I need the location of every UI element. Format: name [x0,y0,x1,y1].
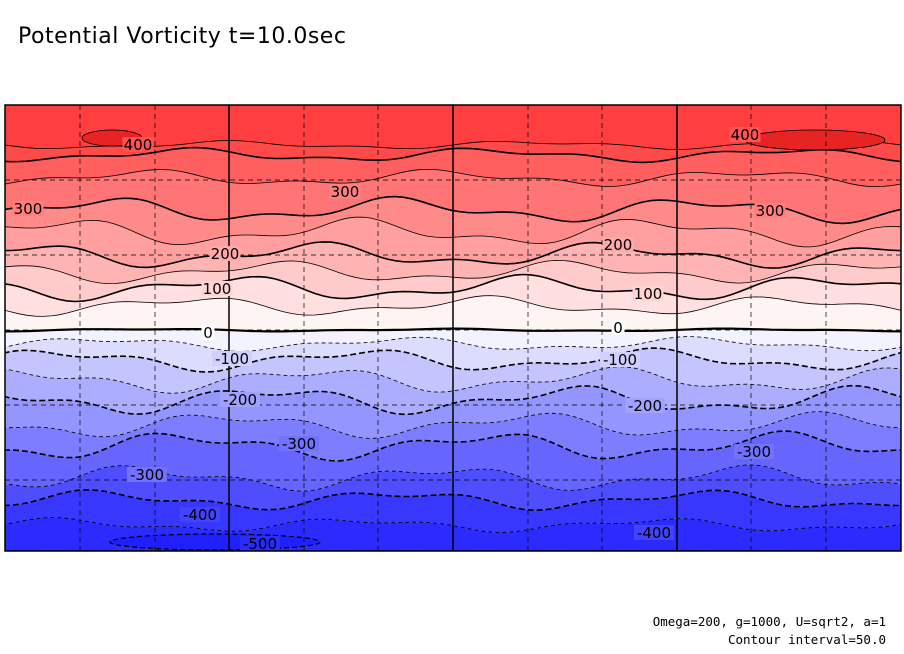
contour-label-bg [240,536,280,551]
contour-label-bg [632,286,664,301]
contour-label: -200 [628,397,662,415]
parameters-note: Omega=200, g=1000, U=sqrt2, a=1 [652,614,886,629]
contour-label-bg [734,444,774,459]
contour-line [5,241,901,269]
vorticity-maximum [744,129,886,151]
contour-line [5,168,901,188]
contour-label-bg [329,184,361,199]
grid-lines [5,105,901,551]
contour-label: 400 [124,136,153,154]
contour-label-bg [600,352,640,367]
contour-label: 300 [14,200,43,218]
contour-label-bg [180,507,220,522]
contour-label-bg [279,436,319,451]
contour-label: 0 [203,324,213,342]
contour-label-bg [754,203,786,218]
chart-title: Potential Vorticity t=10.0sec [18,24,347,49]
contour-label: -400 [637,524,671,542]
contour-label-bg [602,237,634,252]
contour-band [0,551,904,561]
contour-label: 300 [756,202,785,220]
contour-line [5,146,901,164]
contour-line [5,216,901,248]
contour-label-bg [729,127,761,142]
contour-label: 300 [331,183,360,201]
contour-line [5,517,901,533]
contour-label-bg [122,137,154,152]
contour-label: 200 [604,236,633,254]
contour-label-bg [625,398,665,413]
contour-line [5,489,901,511]
contour-label: 100 [203,280,232,298]
contour-line [5,259,901,285]
contour-label-bg [209,246,241,261]
contour-line [5,384,901,416]
contour-line [5,327,901,333]
contour-line [5,336,901,352]
contour-label: 0 [613,319,623,337]
contour-label: 200 [211,245,240,263]
contour-label-bg [220,392,260,407]
contour-label-bg [201,325,215,340]
contour-label-bg [127,467,167,482]
contour-label: -300 [737,443,771,461]
contour-label-bg [611,320,625,335]
contour-label: -500 [243,535,277,553]
contour-interval-note: Contour interval=50.0 [727,632,886,647]
contour-line [5,430,901,462]
contour-label-bg [12,201,44,216]
contour-label: 100 [634,285,663,303]
contour-label-bg [634,525,674,540]
contour-label-bg [212,351,252,366]
vorticity-minimum [109,533,321,551]
contour-label: -200 [223,391,257,409]
contour-label: -300 [282,435,316,453]
contour-line [5,273,901,303]
contour-label: 400 [731,126,760,144]
contour-label: -100 [603,351,637,369]
contour-line [5,411,901,439]
contour-label: -300 [130,466,164,484]
plot-frame [4,104,902,552]
contour-line [5,347,901,373]
contour-line [5,366,901,394]
contour-line [5,295,901,317]
contour-label-bg [201,281,233,296]
contour-label: -100 [215,350,249,368]
contour-label: -400 [183,506,217,524]
